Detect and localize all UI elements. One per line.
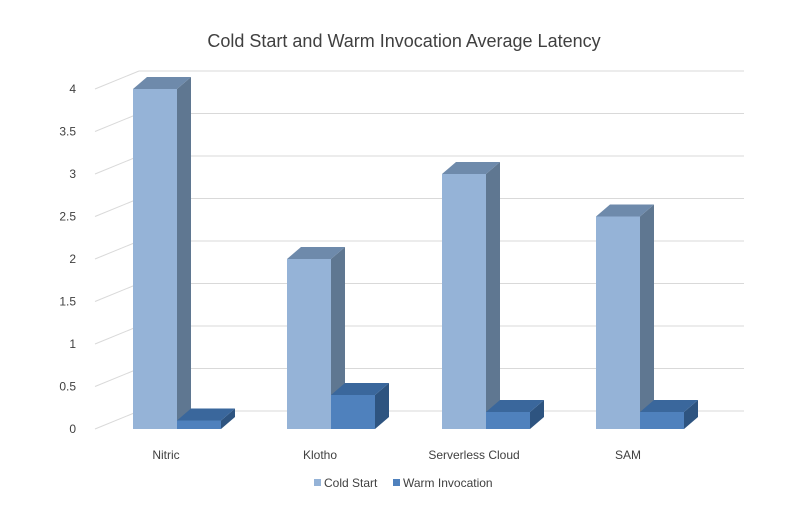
- bar-top: [640, 400, 698, 412]
- bar-top: [177, 408, 235, 421]
- bar-side: [375, 383, 389, 429]
- legend-swatch: [393, 479, 400, 486]
- bar-side: [640, 204, 654, 429]
- bar-top: [133, 77, 191, 89]
- gridline-depth: [94, 325, 140, 345]
- gridline-depth: [94, 410, 140, 430]
- bar-front: [442, 174, 486, 429]
- gridlines: [94, 70, 744, 430]
- bar-front: [331, 395, 375, 429]
- bar-side: [221, 408, 235, 429]
- x-tick-label: Serverless Cloud: [428, 448, 519, 462]
- gridline-depth: [94, 283, 140, 302]
- bar-front: [287, 259, 331, 429]
- x-tick-label: SAM: [615, 448, 641, 462]
- bar-front: [596, 216, 640, 429]
- chart-title: Cold Start and Warm Invocation Average L…: [207, 31, 600, 51]
- gridline-depth: [94, 198, 140, 217]
- x-tick-label: Nitric: [152, 448, 179, 462]
- legend-swatch: [314, 479, 321, 486]
- bar: [486, 400, 544, 429]
- y-tick-label: 1.5: [59, 295, 76, 309]
- bar-top: [287, 247, 345, 259]
- bar-top: [486, 400, 544, 412]
- gridline-depth: [94, 240, 140, 260]
- bar-front: [177, 420, 221, 429]
- legend-item: Cold Start: [314, 476, 378, 490]
- y-tick-label: 4: [69, 82, 76, 96]
- gridline-depth: [94, 155, 140, 175]
- legend-item: Warm Invocation: [393, 476, 493, 490]
- bar-front: [486, 412, 530, 429]
- bar-front: [133, 89, 177, 429]
- y-tick-label: 3.5: [59, 125, 76, 139]
- bar: [640, 400, 698, 429]
- bar-side: [177, 77, 191, 429]
- y-tick-label: 2.5: [59, 210, 76, 224]
- bar: [133, 77, 191, 429]
- bar: [442, 162, 500, 429]
- bar-front: [640, 412, 684, 429]
- bar-top: [442, 162, 500, 174]
- bar-side: [684, 400, 698, 429]
- y-axis-ticks: 0 0.5 1 1.5 2 2.5 3 3.5 4: [59, 82, 76, 436]
- bar-side: [530, 400, 544, 429]
- y-tick-label: 1: [69, 337, 76, 351]
- bar: [596, 204, 654, 429]
- gridline-depth: [94, 113, 140, 132]
- legend-label: Warm Invocation: [403, 476, 493, 490]
- y-tick-label: 2: [69, 252, 76, 266]
- y-tick-label: 3: [69, 167, 76, 181]
- legend-label: Cold Start: [324, 476, 378, 490]
- bar: [177, 408, 235, 429]
- x-tick-label: Klotho: [303, 448, 337, 462]
- bar: [287, 247, 345, 429]
- bar-top: [596, 204, 654, 217]
- legend: Cold Start Warm Invocation: [314, 476, 493, 490]
- bar-top: [331, 383, 389, 395]
- bar-side: [331, 247, 345, 429]
- bar: [331, 383, 389, 429]
- gridline-depth: [94, 368, 140, 387]
- x-axis-labels: Nitric Klotho Serverless Cloud SAM: [152, 448, 641, 462]
- gridline-depth: [94, 70, 140, 90]
- y-tick-label: 0: [69, 422, 76, 436]
- bar-side: [486, 162, 500, 429]
- y-tick-label: 0.5: [59, 380, 76, 394]
- bars: [133, 77, 698, 429]
